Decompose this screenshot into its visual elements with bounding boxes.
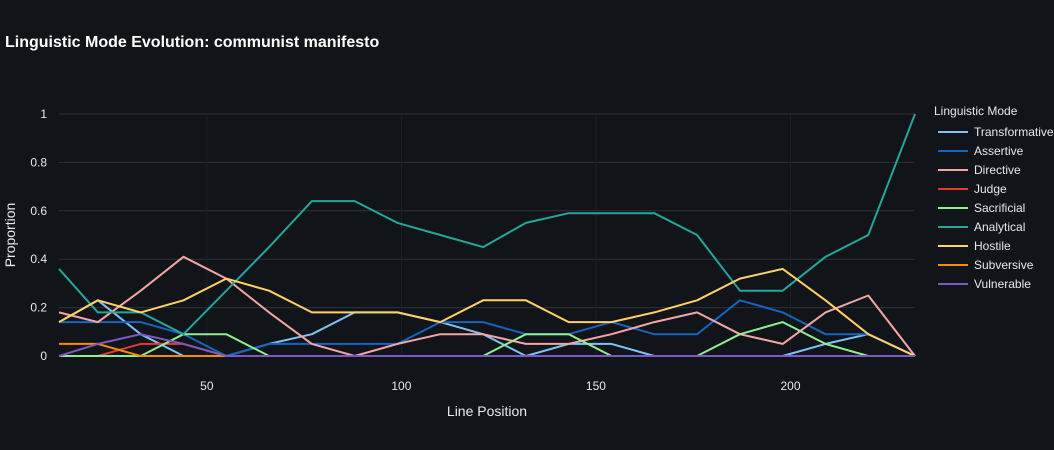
x-tick-label: 50 — [200, 379, 214, 393]
legend-swatch — [938, 187, 968, 190]
y-tick-label: 0.4 — [30, 252, 47, 266]
x-tick-label: 100 — [391, 379, 411, 393]
legend-label: Analytical — [974, 219, 1026, 234]
y-axis: 0 0.2 0.4 0.6 0.8 1 — [30, 107, 47, 363]
series-line-hostile — [58, 267, 916, 357]
legend-item-transformative[interactable]: Transformative — [934, 122, 1054, 141]
series-lines — [58, 113, 916, 357]
legend-swatch — [938, 130, 968, 133]
y-tick-label: 0.8 — [30, 155, 47, 169]
legend-swatch — [938, 206, 968, 209]
y-tick-label: 0 — [40, 349, 47, 363]
legend: Linguistic Mode Transformative Assertive D… — [934, 104, 1054, 293]
chart-title: Linguistic Mode Evolution: communist man… — [5, 34, 380, 51]
x-tick-label: 150 — [586, 379, 606, 393]
legend-swatch — [938, 225, 968, 228]
series-line-analytical — [58, 113, 916, 336]
series-line-directive — [58, 255, 916, 357]
x-axis-title: Line Position — [447, 403, 527, 419]
x-axis: 50 100 150 200 — [200, 379, 801, 393]
series-line-vulnerable — [58, 333, 915, 357]
legend-label: Assertive — [974, 143, 1024, 158]
legend-label: Transformative — [974, 124, 1054, 139]
y-axis-title: Proportion — [2, 203, 18, 268]
legend-item-subversive[interactable]: Subversive — [934, 255, 1054, 274]
legend-label: Hostile — [974, 238, 1011, 253]
legend-item-directive[interactable]: Directive — [934, 160, 1054, 179]
legend-swatch — [938, 244, 968, 247]
legend-swatch — [938, 149, 968, 152]
legend-item-judge[interactable]: Judge — [934, 179, 1054, 198]
legend-swatch — [938, 282, 968, 285]
legend-label: Judge — [974, 181, 1007, 196]
legend-item-analytical[interactable]: Analytical — [934, 217, 1054, 236]
legend-item-vulnerable[interactable]: Vulnerable — [934, 274, 1054, 293]
legend-label: Sacrificial — [974, 200, 1026, 215]
series-line-assertive — [59, 299, 916, 357]
legend-items: Transformative Assertive Directive Judge Sac… — [934, 122, 1054, 293]
y-tick-label: 0.2 — [30, 301, 47, 315]
legend-item-hostile[interactable]: Hostile — [934, 236, 1054, 255]
x-tick-label: 200 — [780, 379, 800, 393]
y-tick-label: 1 — [40, 107, 47, 121]
y-tick-label: 0.6 — [30, 204, 47, 218]
legend-label: Vulnerable — [974, 276, 1031, 291]
legend-swatch — [938, 168, 968, 171]
legend-item-sacrificial[interactable]: Sacrificial — [934, 198, 1054, 217]
legend-label: Directive — [974, 162, 1021, 177]
grid-lines — [59, 113, 915, 357]
series-line-sacrificial — [59, 321, 915, 357]
series-line-transformative — [58, 299, 916, 357]
legend-title: Linguistic Mode — [934, 104, 1018, 118]
legend-swatch — [938, 263, 968, 266]
legend-item-assertive[interactable]: Assertive — [934, 141, 1054, 160]
legend-label: Subversive — [974, 257, 1034, 272]
